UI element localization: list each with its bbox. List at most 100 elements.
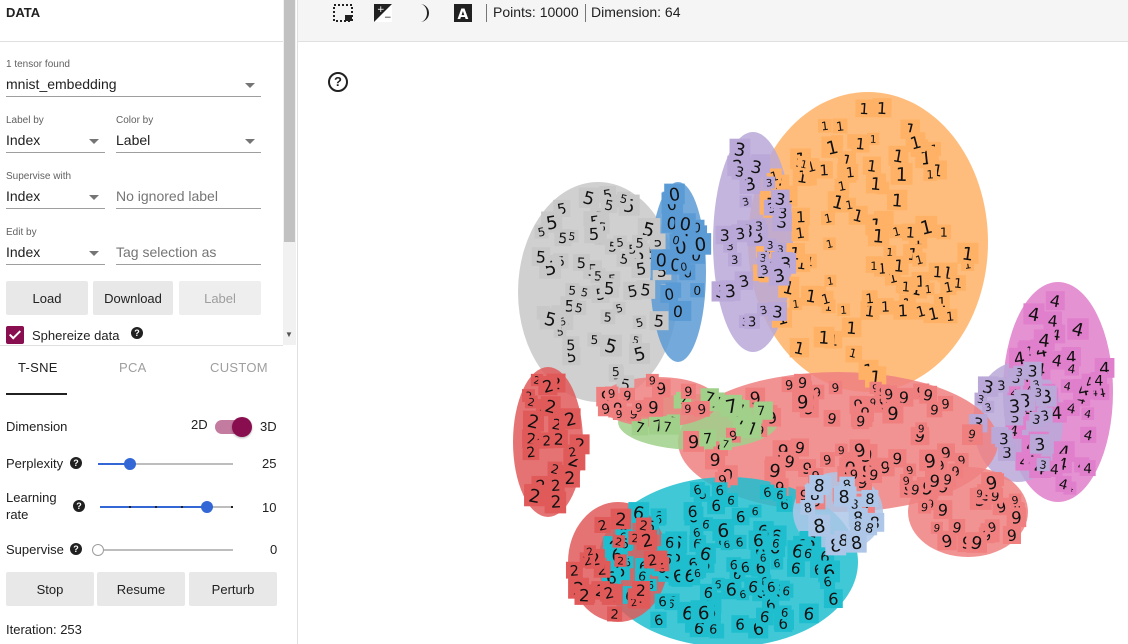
embedding-point[interactable]: 6 [691, 566, 704, 580]
embedding-point[interactable]: 1 [890, 162, 913, 186]
embedding-point[interactable]: 9 [1008, 493, 1022, 508]
embedding-point[interactable]: 1 [789, 297, 803, 311]
help-icon[interactable]: ? [131, 327, 143, 339]
embedding-point[interactable]: 5 [572, 254, 590, 272]
embedding-point[interactable]: 5 [600, 334, 622, 359]
embedding-point[interactable]: 8 [846, 532, 867, 555]
embedding-point[interactable]: 1 [957, 242, 979, 266]
embedding-point[interactable]: 2 [547, 461, 563, 477]
embedding-point[interactable]: 9 [882, 402, 904, 425]
embedding-point[interactable]: 3 [768, 302, 787, 322]
embedding-point[interactable]: 1 [865, 173, 886, 195]
embedding-point[interactable]: 6 [819, 573, 836, 591]
download-button[interactable]: Download [93, 281, 173, 315]
embedding-point[interactable]: 9 [828, 380, 843, 395]
embedding-point[interactable]: 9 [790, 438, 809, 458]
night-mode-icon[interactable]: + − [372, 2, 394, 24]
embedding-point[interactable]: 1 [820, 211, 836, 226]
edit-by-select[interactable]: Index [6, 243, 105, 265]
embedding-point[interactable]: 2 [549, 429, 568, 449]
embedding-point[interactable]: 9 [903, 463, 917, 478]
embedding-point[interactable]: 4 [1045, 291, 1065, 312]
embedding-point[interactable]: 1 [889, 255, 909, 276]
embedding-point[interactable]: 1 [817, 119, 832, 134]
embedding-point[interactable]: 2 [522, 443, 540, 461]
embedding-point[interactable]: 9 [915, 422, 928, 435]
embedding-point[interactable]: 6 [712, 519, 735, 542]
embedding-point[interactable]: 2 [610, 508, 632, 531]
embedding-point[interactable]: 5 [613, 235, 627, 250]
embedding-point[interactable]: 1 [791, 224, 809, 243]
embedding-point[interactable]: 8 [809, 475, 830, 497]
embedding-point[interactable]: 0 [660, 285, 679, 304]
embedding-point[interactable]: 3 [768, 264, 790, 288]
embedding-point[interactable]: 1 [791, 207, 810, 227]
embedding-point[interactable]: 6 [732, 534, 747, 550]
embedding-point[interactable]: 2 [599, 583, 618, 603]
embedding-point[interactable]: 9 [965, 427, 979, 442]
embedding-point[interactable]: 1 [889, 224, 904, 239]
embedding-point[interactable]: 9 [597, 400, 614, 419]
embedding-point[interactable]: 3 [982, 400, 995, 414]
embedding-point[interactable]: 2 [607, 606, 623, 623]
embedding-point[interactable]: 7 [720, 394, 743, 419]
embedding-point[interactable]: 3 [744, 313, 760, 330]
embedding-point[interactable]: 5 [584, 224, 604, 244]
embedding-point[interactable]: 0 [664, 183, 685, 207]
embedding-point[interactable]: 5 [631, 258, 651, 279]
embedding-point[interactable]: 5 [571, 300, 587, 316]
embedding-point[interactable]: 1 [942, 308, 958, 324]
embedding-point[interactable]: 9 [612, 407, 626, 421]
embedding-point[interactable]: 5 [616, 191, 631, 207]
tsne-scatter-plot[interactable]: 5 555555555555555555555555555555555555555… [298, 42, 1128, 644]
scroll-down-arrow-icon[interactable]: ▼ [285, 330, 293, 339]
embedding-point[interactable]: 9 [794, 373, 812, 392]
embedding-point[interactable]: 6 [800, 545, 816, 562]
embedding-point[interactable]: 5 [608, 364, 624, 379]
embedding-point[interactable]: 5 [600, 309, 616, 325]
embedding-point[interactable]: 9 [1002, 525, 1021, 545]
embedding-point[interactable]: 2 [565, 561, 583, 580]
embedding-point[interactable]: 2 [546, 491, 566, 512]
embedding-point[interactable]: 2 [636, 517, 652, 535]
embedding-point[interactable]: 3 [1013, 365, 1026, 380]
embedding-point[interactable]: 5 [534, 225, 549, 240]
embedding-point[interactable]: 1 [921, 282, 935, 297]
embedding-point[interactable]: 4 [1033, 329, 1055, 352]
stop-button[interactable]: Stop [6, 572, 94, 606]
embedding-point[interactable]: 5 [587, 332, 602, 347]
embedding-point[interactable]: 3 [771, 189, 790, 210]
embedding-point[interactable]: 1 [841, 163, 859, 182]
embedding-point[interactable]: 9 [917, 500, 932, 515]
embedding-point[interactable]: 6 [759, 484, 775, 500]
embedding-point[interactable]: 0 [669, 233, 683, 248]
embedding-point[interactable]: 9 [781, 377, 797, 394]
embedding-point[interactable]: 5 [631, 234, 648, 252]
embedding-point[interactable]: 5 [578, 285, 592, 300]
embedding-point[interactable]: 1 [901, 223, 920, 242]
embedding-point[interactable]: 9 [919, 449, 941, 473]
embedding-point[interactable]: 1 [861, 290, 878, 307]
embedding-point[interactable]: 1 [883, 245, 897, 259]
embedding-point[interactable]: 1 [855, 99, 874, 119]
embedding-point[interactable]: 8 [861, 489, 879, 508]
embedding-point[interactable]: 5 [637, 218, 660, 242]
perplexity-slider-track[interactable] [98, 463, 233, 465]
embedding-point[interactable]: 5 [562, 336, 580, 354]
embedding-point[interactable]: 6 [724, 492, 739, 508]
perplexity-slider-handle[interactable] [124, 458, 136, 470]
embedding-point[interactable]: 2 [538, 376, 558, 397]
embedding-point[interactable]: 1 [813, 326, 835, 349]
supervise-with-select[interactable]: Index [6, 187, 105, 209]
embedding-point[interactable]: 5 [636, 280, 656, 300]
embedding-point[interactable]: 1 [824, 274, 837, 288]
embedding-point[interactable]: 8 [800, 500, 816, 516]
embedding-point[interactable]: 6 [755, 607, 774, 627]
embedding-point[interactable]: 6 [737, 558, 754, 577]
perturb-button[interactable]: Perturb [189, 572, 277, 606]
embedding-point[interactable]: 2 [559, 467, 580, 489]
embedding-point[interactable]: 4 [1046, 460, 1063, 479]
embedding-point[interactable]: 3 [739, 195, 752, 209]
embedding-point[interactable]: 9 [888, 449, 907, 468]
supervise-slider-handle[interactable] [92, 544, 104, 556]
